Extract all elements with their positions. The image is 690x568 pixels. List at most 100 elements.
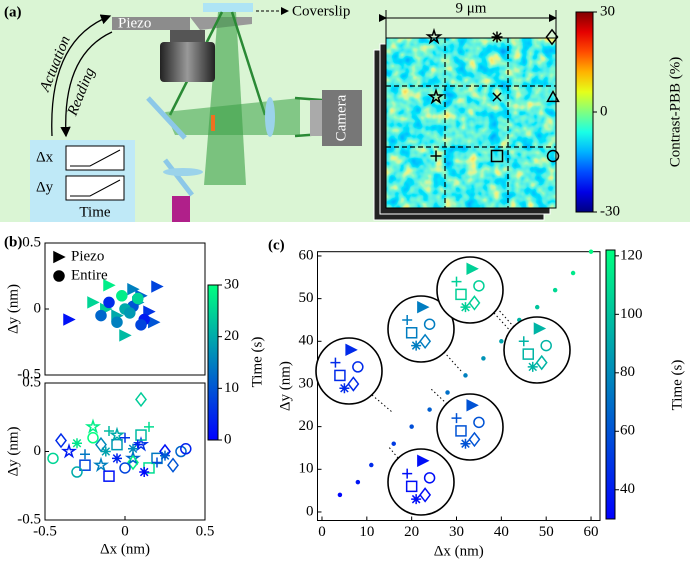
marker: [330, 357, 341, 368]
marker: [425, 27, 443, 45]
inset-circle: [387, 448, 455, 516]
marker: [419, 333, 432, 350]
colorbar-tick-label: 60: [620, 423, 635, 439]
colorbar: 30 0 -30: [575, 3, 620, 219]
marker: [71, 466, 83, 478]
marker: [127, 454, 139, 471]
y-axis-label: Δy (nm): [277, 361, 293, 411]
marker: [108, 426, 126, 442]
y-tick-label: 0: [306, 503, 314, 519]
colorbar-tick-label: -30: [600, 203, 620, 219]
x-tick-label: 40: [494, 524, 509, 540]
colorbar-tick-label: 100: [620, 306, 643, 322]
lens: [265, 97, 275, 137]
marker: [144, 421, 154, 432]
colorbar-tick-label: 0: [224, 431, 232, 447]
marker: [466, 262, 479, 275]
colorbar-label: Time (s): [249, 337, 265, 388]
marker: [135, 429, 147, 441]
marker: [417, 300, 430, 314]
colorbar-bar: [207, 284, 219, 441]
chart: -0.5 0 0.5 -0.5 0 0.5 Δx (nm) Δy (nm): [5, 374, 214, 557]
colorbar-tick-label: 0: [600, 103, 608, 119]
y-tick-label: 10: [299, 461, 314, 477]
marker: [87, 432, 99, 444]
marker: [53, 270, 65, 282]
marker: [127, 282, 140, 296]
marker: [139, 467, 150, 478]
marker: [463, 373, 468, 378]
connector: [443, 351, 463, 373]
marker: [124, 307, 136, 319]
signal-trace: [70, 149, 121, 167]
y-tick-label: -0.5: [17, 511, 41, 527]
marker: [124, 449, 142, 466]
colorbar-tick-label: 80: [620, 364, 635, 380]
marker: [468, 295, 481, 311]
reading-arrow: [60, 31, 113, 138]
marker: [103, 279, 116, 292]
y-tick-label: 50: [299, 290, 314, 306]
coverslip: [203, 3, 253, 12]
beam: [294, 96, 323, 102]
marker: [334, 369, 346, 382]
inset-circle: [436, 256, 504, 324]
marker: [402, 314, 413, 325]
marker: [473, 280, 485, 292]
x-tick-label: 50: [539, 524, 554, 540]
legend-label: Piezo: [71, 248, 104, 264]
marker: [499, 339, 504, 344]
marker: [490, 149, 504, 163]
marker: [337, 492, 343, 498]
marker: [451, 276, 462, 287]
marker: [345, 343, 358, 357]
x-tick-label: 10: [359, 524, 374, 540]
marker: [355, 479, 361, 485]
marker: [112, 453, 122, 464]
panel-a: (a) Coverslip Piezo Camera Δx Δy Time: [0, 0, 690, 222]
marker: [103, 296, 115, 309]
marker: [180, 443, 192, 455]
marker: [369, 462, 374, 468]
marker: [451, 413, 462, 424]
marker: [80, 449, 90, 460]
marker: [588, 249, 594, 254]
legend-label: Entire: [71, 267, 108, 283]
x-tick-label: 0: [318, 524, 326, 540]
marker: [95, 309, 107, 322]
marker: [151, 280, 164, 293]
marker: [409, 424, 414, 429]
marker: [60, 443, 78, 459]
dx-label: Δx: [36, 149, 54, 165]
x-axis-label: Δx (nm): [434, 543, 484, 559]
image-markers: [425, 27, 560, 163]
y-tick-label: 40: [299, 333, 314, 349]
marker: [460, 302, 471, 313]
marker: [352, 361, 364, 373]
inset-circle: [436, 393, 504, 461]
marker: [79, 459, 91, 471]
colorbar-tick-label: 10: [224, 380, 239, 396]
marker: [491, 31, 503, 43]
chart: (b) -0.5 0 0.5 Δy (nm) 0 10 20 30 Time (s) Piezo En…: [4, 234, 265, 447]
marker: [535, 354, 548, 371]
marker: [84, 418, 102, 434]
marker: [419, 487, 432, 503]
colorbar-label: Contrast-PBB (%): [667, 57, 683, 167]
panel-label: (c): [268, 237, 285, 253]
x-tick-label: 30: [449, 524, 464, 540]
inset-circle: [503, 316, 571, 384]
marker: [417, 454, 430, 467]
colorbar-bar: [605, 249, 616, 520]
dy-label: Δy: [36, 179, 54, 195]
marker: [460, 438, 471, 449]
colorbar-label: Time (s): [669, 360, 685, 411]
time-label: Time: [79, 204, 110, 220]
mirror: [146, 96, 187, 140]
y-axis-label: Δy (nm): [5, 426, 21, 476]
speckle-image: [386, 38, 556, 208]
marker: [430, 150, 442, 162]
marker: [143, 305, 156, 318]
x-tick-label: 20: [404, 524, 419, 540]
charts: (b) -0.5 0 0.5 Δy (nm) 0 10 20 30 Time (s) Piezo En…: [4, 234, 685, 559]
